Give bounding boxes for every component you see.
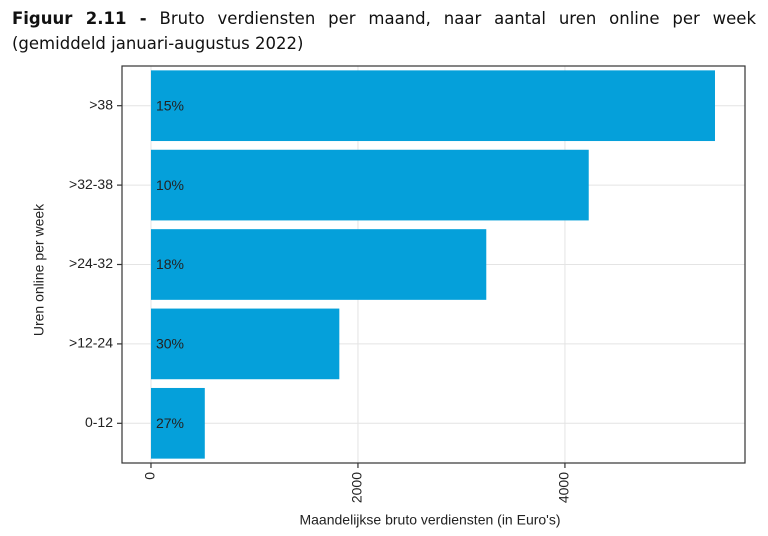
figure-label: Figuur 2.11 - [12, 9, 147, 28]
bar-label: 30% [156, 336, 184, 352]
bar-label: 10% [156, 177, 184, 193]
bar [150, 70, 715, 142]
y-tick-label: >24-32 [69, 255, 113, 271]
chart-title: Bruto verdiensten per maand, naar aantal… [12, 9, 756, 53]
y-tick-label: >32-38 [69, 176, 113, 192]
y-tick-label: 0-12 [85, 414, 113, 430]
x-axis-label: Maandelijkse bruto verdiensten (in Euro'… [299, 512, 560, 528]
plot-frame [121, 65, 746, 464]
bar [150, 229, 487, 300]
y-axis-label: Uren online per week [31, 203, 47, 336]
x-tick-label: 2000 [349, 472, 365, 503]
x-tick-label: 0 [142, 472, 158, 480]
bar [150, 387, 205, 459]
bar-label: 18% [156, 256, 184, 272]
bar-label: 27% [156, 415, 184, 431]
bar [150, 308, 340, 380]
bar-label: 15% [156, 97, 184, 113]
y-tick-label: >12-24 [69, 335, 113, 351]
title-block: Figuur 2.11 - Bruto verdiensten per maan… [12, 6, 756, 56]
bar [150, 149, 589, 221]
y-tick-label: >38 [89, 96, 113, 112]
x-tick-label: 4000 [556, 472, 572, 503]
